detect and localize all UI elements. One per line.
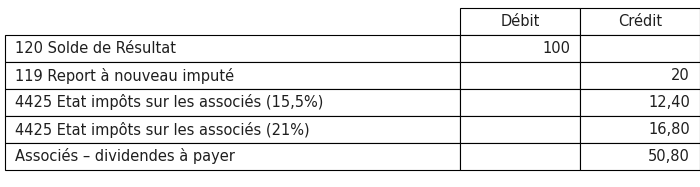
Bar <box>580 35 700 62</box>
Bar <box>580 62 700 89</box>
Text: Crédit: Crédit <box>618 14 662 29</box>
Text: 50,80: 50,80 <box>648 149 690 164</box>
Text: 4425 Etat impôts sur les associés (15,5%): 4425 Etat impôts sur les associés (15,5%… <box>15 94 323 111</box>
Bar <box>580 143 700 170</box>
Text: 119 Report à nouveau imputé: 119 Report à nouveau imputé <box>15 68 234 84</box>
Bar <box>5 62 460 89</box>
Bar <box>460 143 580 170</box>
Text: 120 Solde de Résultat: 120 Solde de Résultat <box>15 41 176 56</box>
Bar <box>5 116 460 143</box>
Text: 16,80: 16,80 <box>648 122 690 137</box>
Text: 4425 Etat impôts sur les associés (21%): 4425 Etat impôts sur les associés (21%) <box>15 122 309 137</box>
Bar <box>580 8 700 35</box>
Bar <box>460 35 580 62</box>
Text: 12,40: 12,40 <box>648 95 690 110</box>
Bar <box>460 89 580 116</box>
Bar <box>5 8 460 35</box>
Bar <box>5 89 460 116</box>
Bar <box>580 89 700 116</box>
Bar <box>5 143 460 170</box>
Bar <box>460 8 580 35</box>
Bar <box>5 35 460 62</box>
Bar <box>460 62 580 89</box>
Text: 100: 100 <box>542 41 570 56</box>
Bar <box>580 116 700 143</box>
Bar <box>460 116 580 143</box>
Text: Débit: Débit <box>500 14 540 29</box>
Text: 20: 20 <box>671 68 690 83</box>
Text: Associés – dividendes à payer: Associés – dividendes à payer <box>15 148 235 165</box>
